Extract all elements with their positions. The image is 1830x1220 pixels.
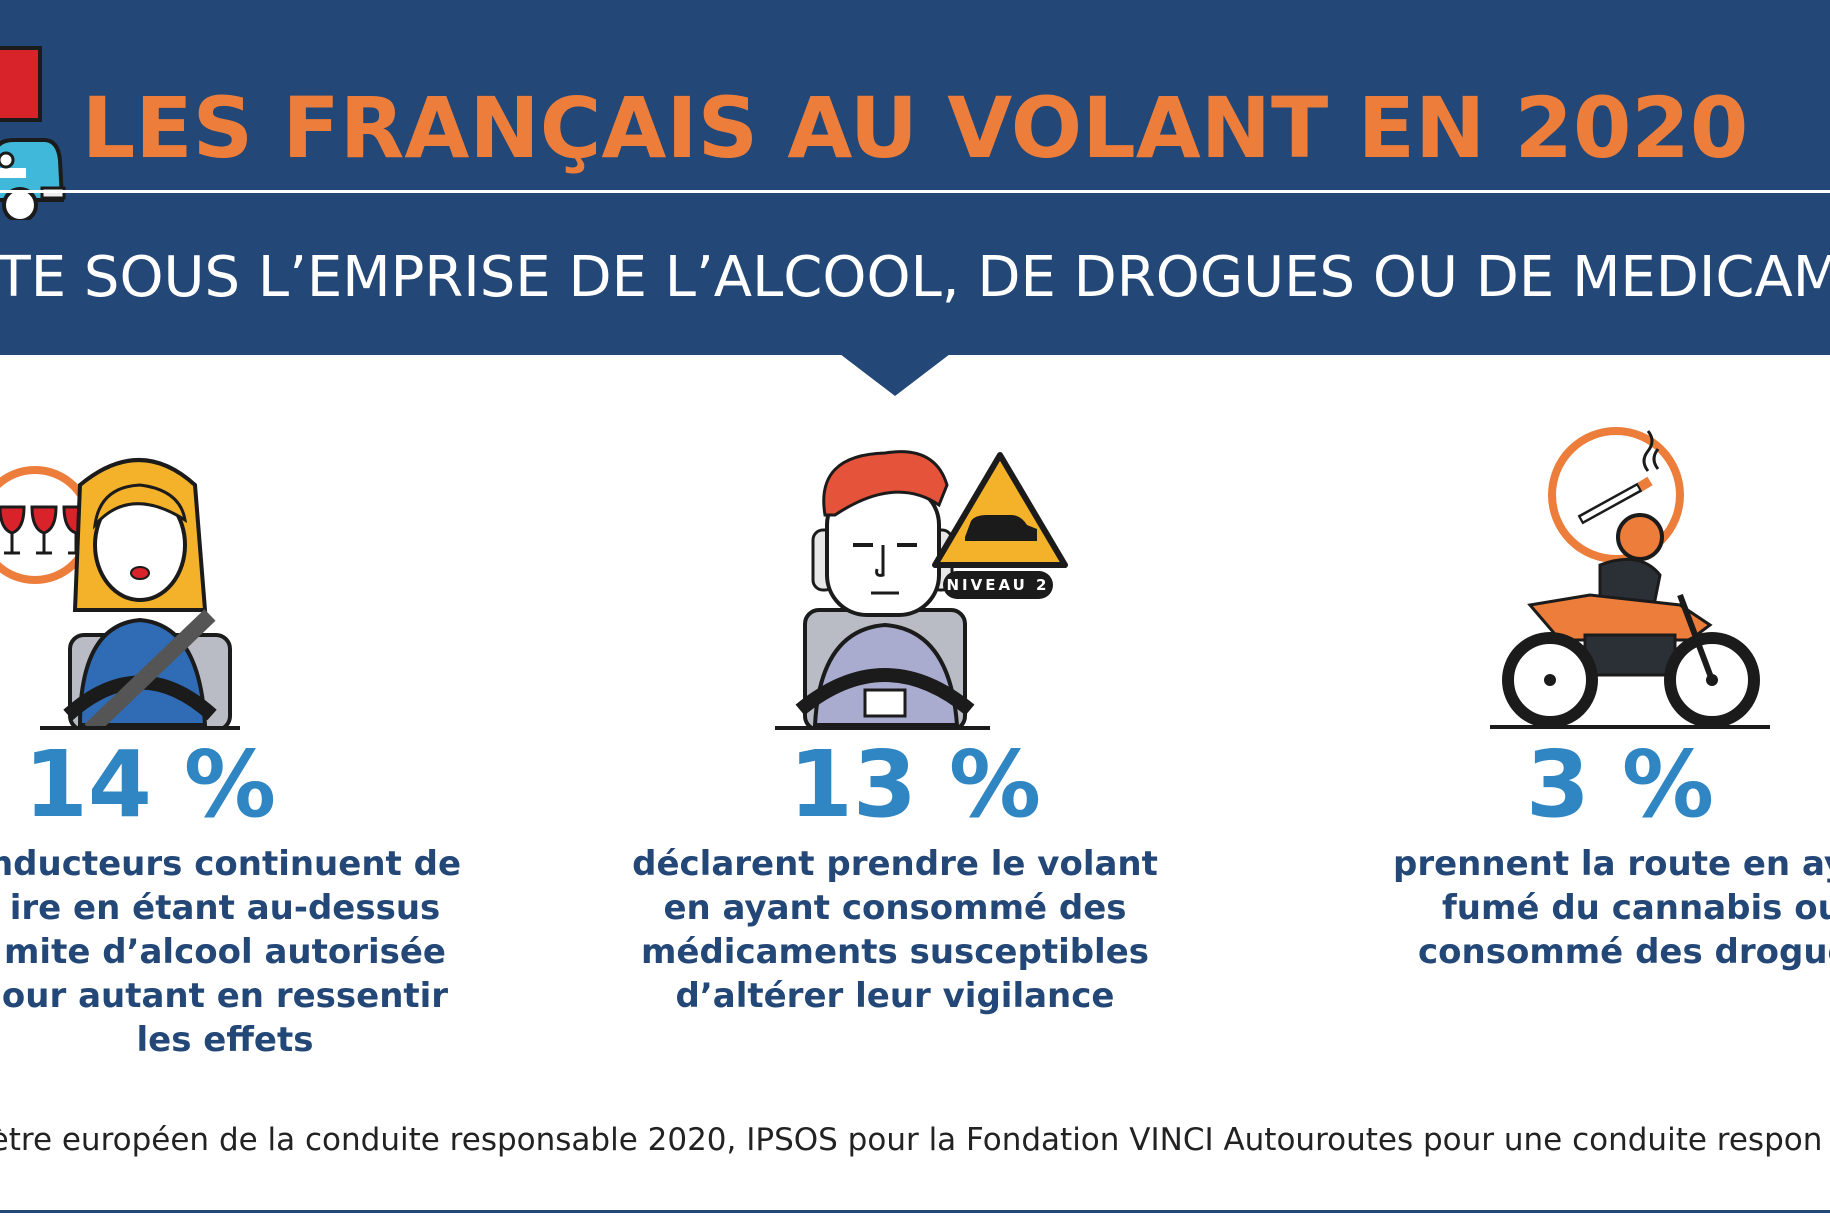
banner-notch	[840, 354, 950, 396]
woman-driver-wine-icon	[0, 458, 240, 730]
stat-drugs-description: prennent la route en aya fumé du cannabi…	[1380, 842, 1830, 974]
stat-medication-value: 13 %	[788, 731, 1042, 838]
stat-medication-line: médicaments susceptibles	[640, 932, 1150, 972]
stat-medication-line: déclarent prendre le volant	[632, 844, 1158, 884]
stat-alcohol-description: nducteurs continuent de ire en étant au-…	[0, 842, 500, 1062]
stat-alcohol-line: ire en étant au-dessus	[9, 888, 441, 928]
stat-alcohol-line: les effets	[136, 1020, 314, 1060]
section-subtitle: ITE SOUS L’EMPRISE DE L’ALCOOL, DE DROGU…	[0, 245, 1830, 310]
stat-medication-description: déclarent prendre le volant en ayant con…	[615, 842, 1175, 1018]
stat-drugs-line: consommé des drogue	[1418, 932, 1830, 972]
header-banner: LES FRANÇAIS AU VOLANT EN 2020 ITE SOUS …	[0, 0, 1830, 355]
stat-medication-line: d’altérer leur vigilance	[675, 976, 1115, 1016]
source-citation: nètre européen de la conduite responsabl…	[0, 1122, 1823, 1158]
car-icon	[0, 46, 66, 220]
stat-alcohol-line: our autant en ressentir	[1, 976, 449, 1016]
stat-alcohol-line: mite d’alcool autorisée	[4, 932, 446, 972]
stat-drugs-line: prennent la route en aya	[1393, 844, 1830, 884]
stat-medication-line: en ayant consommé des	[663, 888, 1127, 928]
man-driver-warning-icon: NIVEAU 2	[775, 450, 1068, 730]
bottom-divider	[0, 1210, 1830, 1213]
stat-alcohol-value: 14 %	[23, 731, 277, 838]
page-title: LES FRANÇAIS AU VOLANT EN 2020	[81, 79, 1749, 177]
motorcycle-cannabis-icon	[1490, 427, 1770, 729]
stat-drugs-line: fumé du cannabis ou	[1442, 888, 1830, 928]
niveau-badge: NIVEAU 2	[947, 576, 1050, 594]
stat-drugs-value: 3 %	[1525, 731, 1715, 838]
stat-alcohol-line: nducteurs continuent de	[0, 844, 462, 884]
header-divider	[0, 190, 1830, 193]
